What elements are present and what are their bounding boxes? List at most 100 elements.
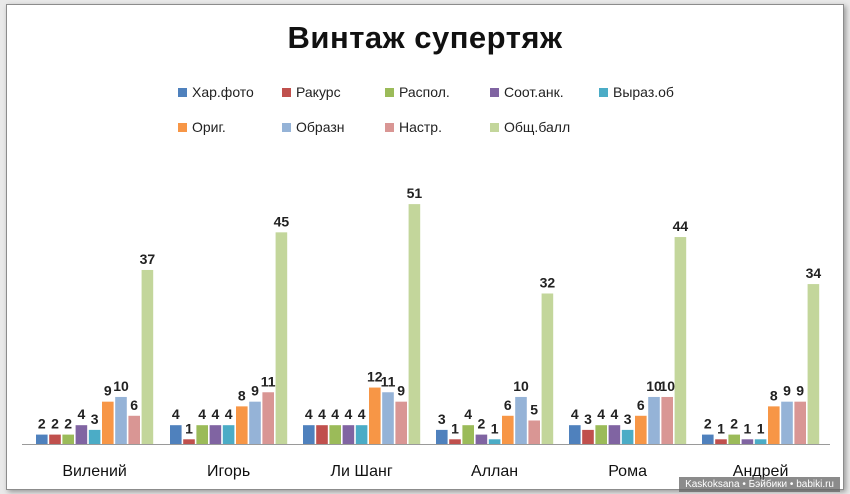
data-label-5-7: 10 (646, 378, 662, 394)
data-label-3-4: 4 (345, 406, 353, 422)
bar-4-8 (528, 420, 540, 444)
category-label-6: Андрей (733, 463, 789, 480)
bar-6-7 (781, 401, 793, 444)
data-label-5-2: 3 (584, 411, 592, 427)
data-label-6-6: 8 (770, 387, 778, 403)
data-label-4-6: 6 (504, 397, 512, 413)
data-label-3-7: 11 (381, 373, 396, 389)
category-label-2: Игорь (207, 463, 250, 480)
data-label-3-1: 4 (305, 406, 313, 422)
bar-6-9 (807, 284, 820, 444)
data-label-2-7: 9 (251, 383, 259, 399)
bar-3-4 (342, 425, 355, 444)
data-label-6-4: 1 (744, 420, 752, 436)
bar-1-2 (49, 434, 61, 444)
data-label-5-3: 4 (597, 406, 605, 422)
bar-4-3 (462, 425, 474, 444)
legend-label-8: Настр. (399, 119, 442, 135)
data-label-2-2: 1 (185, 420, 193, 436)
bar-3-2 (316, 425, 328, 444)
category-label-1: Вилений (62, 463, 127, 480)
legend-swatch-3 (385, 88, 394, 97)
legend-swatch-9 (490, 123, 499, 132)
data-label-6-1: 2 (704, 416, 712, 432)
legend-swatch-5 (599, 88, 608, 97)
bar-6-2 (715, 439, 727, 444)
bar-3-9 (408, 204, 421, 444)
bar-4-1 (436, 429, 448, 444)
legend-swatch-4 (490, 88, 499, 97)
bar-2-6 (236, 406, 248, 444)
bar-1-7 (115, 396, 127, 444)
data-label-1-2: 2 (51, 416, 59, 432)
legend-label-3: Распол. (399, 84, 450, 100)
bar-1-1 (36, 434, 48, 444)
legend-label-1: Хар.фото (192, 84, 254, 100)
bar-2-4 (209, 425, 222, 444)
bar-5-3 (595, 425, 607, 444)
data-label-1-3: 2 (64, 416, 72, 432)
data-label-2-5: 4 (225, 406, 233, 422)
legend-label-6: Ориг. (192, 119, 226, 135)
legend-label-5: Выраз.об (613, 84, 674, 100)
bar-4-9 (541, 293, 554, 444)
data-label-2-3: 4 (198, 406, 206, 422)
bar-3-7 (382, 392, 394, 444)
data-label-3-8: 9 (397, 383, 405, 399)
data-label-1-9: 37 (140, 251, 156, 267)
bar-6-5 (754, 439, 767, 444)
bar-3-6 (369, 387, 381, 444)
bar-5-4 (608, 425, 621, 444)
bar-1-5 (88, 429, 101, 444)
bar-4-6 (502, 415, 514, 444)
data-label-1-1: 2 (38, 416, 46, 432)
bar-2-3 (196, 425, 208, 444)
data-label-6-2: 1 (717, 420, 725, 436)
bar-4-4 (475, 434, 488, 444)
data-label-3-6: 12 (367, 369, 383, 385)
category-label-4: Аллан (471, 463, 518, 480)
legend-swatch-2 (282, 88, 291, 97)
bar-3-1 (303, 425, 315, 444)
bar-4-7 (515, 396, 527, 444)
legend-swatch-8 (385, 123, 394, 132)
bar-4-2 (449, 439, 461, 444)
data-label-4-3: 4 (464, 406, 472, 422)
data-label-4-9: 32 (540, 274, 556, 290)
data-label-2-9: 45 (274, 213, 290, 229)
bar-1-3 (62, 434, 74, 444)
category-label-5: Рома (608, 463, 647, 480)
data-label-1-4: 4 (78, 406, 86, 422)
bar-3-3 (329, 425, 341, 444)
data-label-2-8: 11 (261, 373, 276, 389)
data-label-4-8: 5 (530, 401, 538, 417)
bar-5-7 (648, 396, 660, 444)
data-label-2-6: 8 (238, 387, 246, 403)
bar-2-8 (262, 392, 274, 444)
data-label-3-5: 4 (358, 406, 366, 422)
data-label-6-8: 9 (796, 383, 804, 399)
data-label-6-5: 1 (757, 420, 765, 436)
bar-6-1 (702, 434, 714, 444)
bar-6-8 (794, 401, 806, 444)
legend-label-9: Общ.балл (504, 119, 570, 135)
bar-5-1 (569, 425, 581, 444)
legend-label-7: Образн (296, 119, 344, 135)
data-label-1-7: 10 (113, 378, 129, 394)
data-label-6-9: 34 (806, 265, 822, 281)
bar-6-6 (768, 406, 780, 444)
data-label-2-4: 4 (212, 406, 220, 422)
data-label-5-1: 4 (571, 406, 579, 422)
data-label-3-2: 4 (318, 406, 326, 422)
data-label-5-5: 3 (624, 411, 632, 427)
bar-5-6 (635, 415, 647, 444)
legend-swatch-1 (178, 88, 187, 97)
data-label-5-6: 6 (637, 397, 645, 413)
bar-1-4 (75, 425, 88, 444)
bar-5-8 (661, 396, 673, 444)
data-label-3-9: 51 (407, 185, 423, 201)
bar-5-5 (621, 429, 634, 444)
data-label-5-9: 44 (673, 218, 689, 234)
data-label-4-5: 1 (491, 420, 499, 436)
